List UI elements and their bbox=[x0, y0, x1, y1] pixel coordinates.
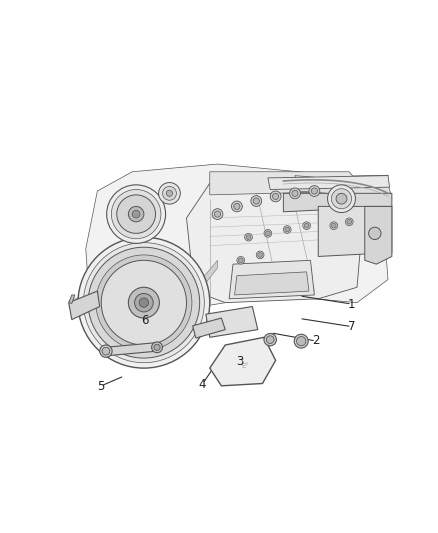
Polygon shape bbox=[235, 272, 309, 295]
Circle shape bbox=[96, 255, 192, 350]
Circle shape bbox=[100, 345, 112, 357]
Text: 5: 5 bbox=[97, 379, 104, 393]
Circle shape bbox=[246, 235, 251, 239]
Circle shape bbox=[303, 222, 311, 230]
Circle shape bbox=[128, 206, 144, 222]
Polygon shape bbox=[318, 206, 392, 256]
Circle shape bbox=[78, 237, 210, 368]
Polygon shape bbox=[187, 183, 365, 303]
Circle shape bbox=[102, 348, 110, 355]
Circle shape bbox=[270, 191, 281, 202]
Circle shape bbox=[107, 185, 166, 244]
Polygon shape bbox=[283, 193, 392, 212]
Circle shape bbox=[330, 222, 338, 230]
Circle shape bbox=[117, 195, 155, 233]
Text: 6: 6 bbox=[141, 314, 148, 327]
Circle shape bbox=[238, 258, 243, 263]
Circle shape bbox=[231, 201, 242, 212]
Polygon shape bbox=[69, 295, 75, 303]
Circle shape bbox=[159, 182, 180, 204]
Polygon shape bbox=[210, 172, 365, 195]
Circle shape bbox=[294, 334, 308, 348]
Circle shape bbox=[256, 251, 264, 259]
Circle shape bbox=[258, 253, 262, 257]
Polygon shape bbox=[268, 175, 389, 189]
Circle shape bbox=[346, 218, 353, 225]
Circle shape bbox=[285, 227, 290, 232]
Circle shape bbox=[166, 190, 173, 196]
Polygon shape bbox=[187, 260, 218, 308]
Circle shape bbox=[297, 336, 306, 346]
Text: 1: 1 bbox=[348, 297, 356, 311]
Circle shape bbox=[265, 231, 270, 236]
Circle shape bbox=[134, 294, 153, 312]
Polygon shape bbox=[105, 343, 157, 356]
Circle shape bbox=[266, 336, 274, 343]
Circle shape bbox=[332, 223, 336, 228]
Polygon shape bbox=[69, 291, 100, 320]
Circle shape bbox=[234, 203, 240, 209]
Circle shape bbox=[264, 334, 276, 346]
Circle shape bbox=[311, 188, 318, 194]
Circle shape bbox=[290, 188, 300, 199]
Circle shape bbox=[139, 298, 148, 308]
Circle shape bbox=[264, 230, 272, 237]
Circle shape bbox=[162, 187, 177, 200]
Text: 2: 2 bbox=[312, 335, 320, 348]
Circle shape bbox=[101, 260, 187, 345]
Circle shape bbox=[347, 220, 352, 224]
Circle shape bbox=[304, 223, 309, 228]
Polygon shape bbox=[206, 306, 258, 337]
Circle shape bbox=[132, 210, 140, 218]
Text: 7: 7 bbox=[348, 320, 356, 333]
Circle shape bbox=[332, 189, 352, 209]
Circle shape bbox=[83, 243, 204, 363]
Circle shape bbox=[292, 190, 298, 196]
Circle shape bbox=[253, 198, 259, 204]
Text: 4: 4 bbox=[199, 377, 206, 391]
Polygon shape bbox=[193, 318, 225, 338]
Circle shape bbox=[369, 227, 381, 239]
Circle shape bbox=[154, 344, 160, 350]
Circle shape bbox=[152, 342, 162, 353]
Polygon shape bbox=[210, 337, 276, 386]
Text: 3: 3 bbox=[236, 355, 244, 368]
Circle shape bbox=[128, 287, 159, 318]
Circle shape bbox=[111, 189, 161, 239]
Polygon shape bbox=[86, 164, 388, 326]
Circle shape bbox=[245, 233, 252, 241]
Circle shape bbox=[272, 193, 279, 199]
Circle shape bbox=[88, 247, 200, 358]
Circle shape bbox=[336, 193, 347, 204]
Circle shape bbox=[328, 185, 356, 213]
Circle shape bbox=[212, 209, 223, 220]
Circle shape bbox=[309, 185, 320, 196]
Polygon shape bbox=[295, 175, 392, 199]
Polygon shape bbox=[229, 260, 314, 299]
Text: Ε²: Ε² bbox=[241, 363, 248, 369]
Polygon shape bbox=[365, 206, 392, 264]
Circle shape bbox=[251, 196, 261, 206]
Circle shape bbox=[214, 211, 221, 217]
Circle shape bbox=[237, 256, 245, 264]
Circle shape bbox=[283, 225, 291, 233]
